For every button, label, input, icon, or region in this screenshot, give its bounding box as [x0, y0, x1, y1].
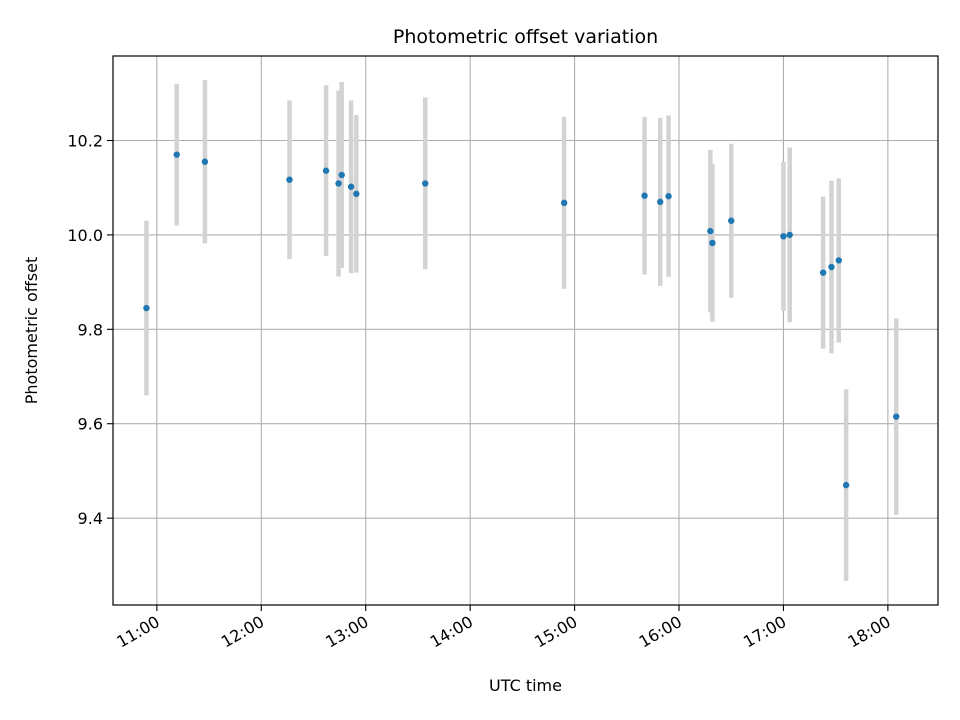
data-point	[422, 180, 429, 187]
data-point	[780, 233, 787, 240]
data-point	[709, 239, 716, 247]
data-point	[322, 167, 330, 174]
data-point	[347, 183, 355, 190]
chart-title: Photometric offset variation	[393, 26, 658, 48]
data-point	[335, 180, 342, 187]
data-point	[657, 198, 664, 206]
data-point	[842, 481, 850, 489]
y-tick-label: 9.8	[78, 320, 103, 339]
data-point	[893, 413, 900, 420]
data-point	[560, 199, 568, 207]
data-point	[143, 304, 150, 312]
y-tick-label: 9.4	[78, 509, 103, 528]
x-axis-title: UTC time	[489, 676, 562, 695]
plot-frame	[112, 55, 939, 606]
y-axis-title: Photometric offset	[22, 257, 41, 405]
data-point	[641, 192, 648, 199]
point-layer	[143, 151, 900, 489]
data-point	[786, 231, 793, 239]
y-tick-label: 10.0	[67, 226, 103, 245]
data-point	[286, 176, 293, 183]
data-point	[665, 193, 672, 200]
data-point	[353, 190, 360, 198]
data-point	[728, 217, 735, 224]
data-point	[707, 227, 714, 235]
data-point	[201, 158, 209, 165]
data-point	[828, 263, 835, 271]
data-point	[819, 269, 827, 276]
data-point	[835, 257, 842, 264]
y-tick-label: 10.2	[67, 131, 103, 150]
data-point	[173, 151, 180, 158]
data-point	[338, 171, 345, 179]
y-tick-label: 9.6	[78, 415, 103, 434]
grid-layer	[113, 56, 938, 605]
y-axis: 9.4 9.6 9.8 10.0 10.2	[67, 131, 113, 528]
